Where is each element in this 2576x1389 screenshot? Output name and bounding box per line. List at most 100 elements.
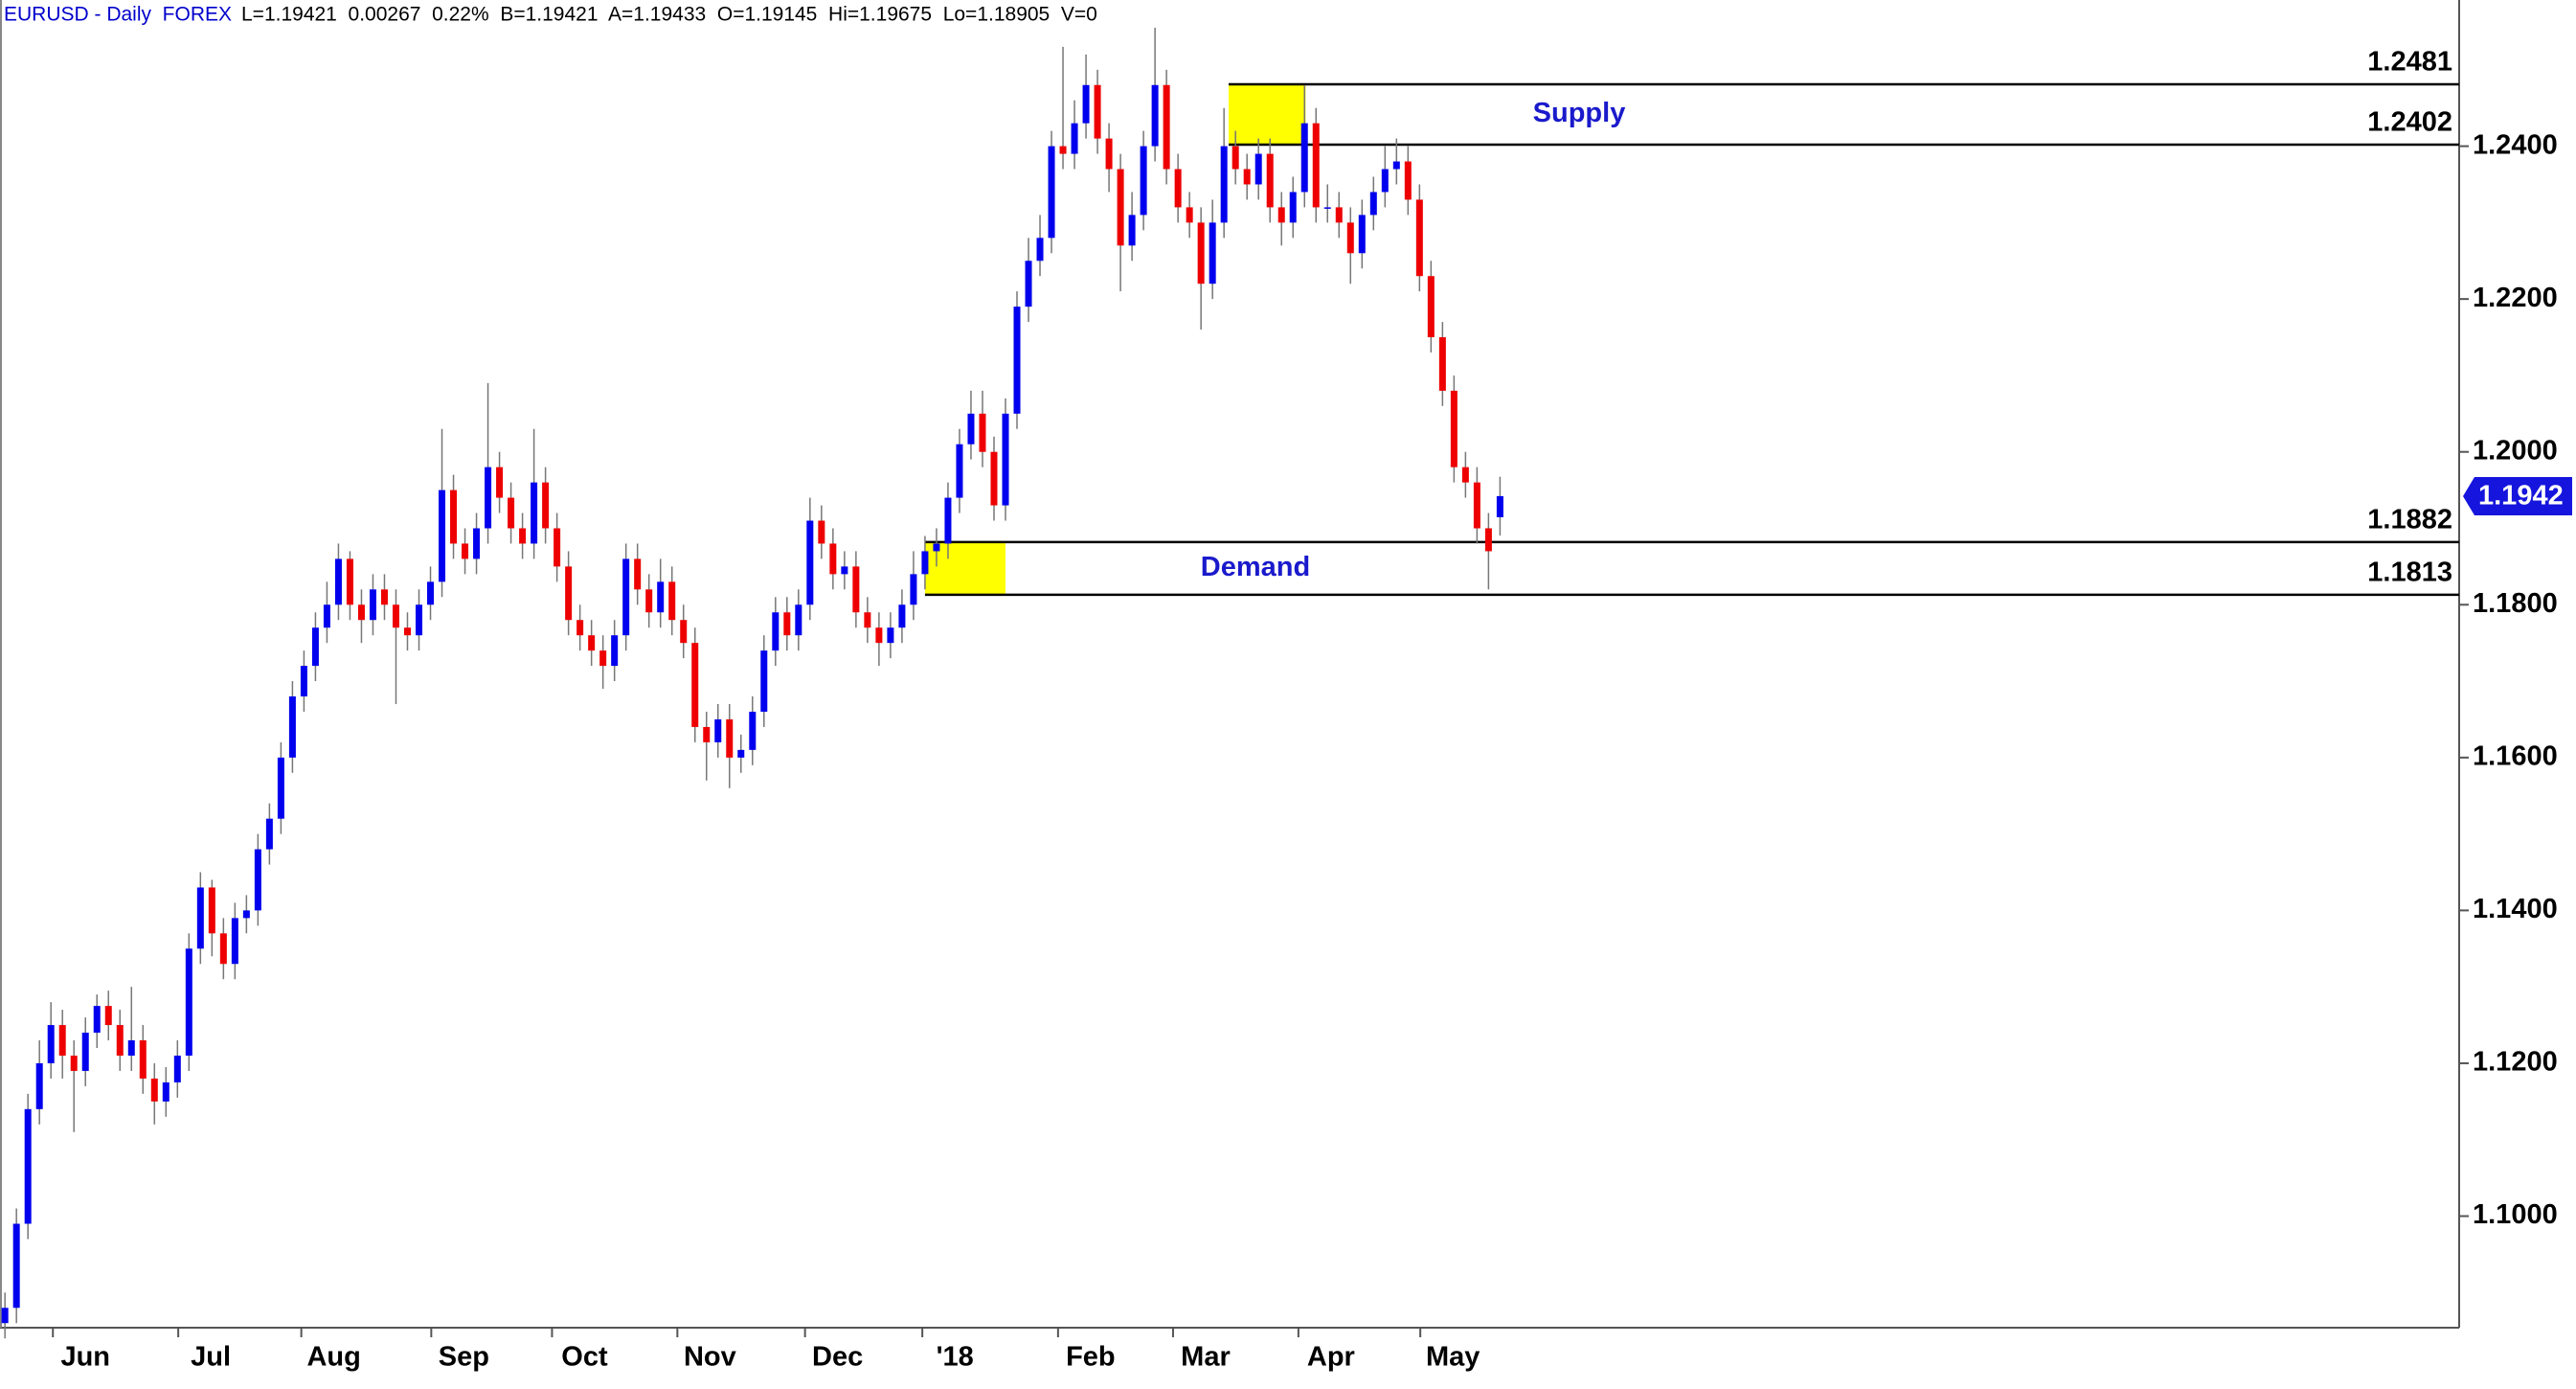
candle-body — [519, 528, 527, 544]
candle-body — [1381, 169, 1389, 193]
candle-body — [1392, 161, 1400, 170]
candle-body — [70, 1055, 78, 1071]
candle-body — [1323, 207, 1331, 209]
candle-body — [81, 1033, 89, 1071]
candle-body — [254, 849, 261, 911]
candle-body — [657, 581, 665, 613]
candle-body — [887, 627, 894, 644]
candle-body — [933, 543, 940, 552]
candle-body — [1438, 337, 1446, 391]
candle-body — [1277, 207, 1285, 223]
chart-title: EURUSD - Daily FOREX — [4, 4, 232, 26]
candle-body — [1266, 153, 1274, 208]
candle-body — [185, 948, 192, 1056]
candle-body — [1128, 215, 1136, 246]
candle-body — [1, 1308, 9, 1324]
candle-body — [1254, 153, 1262, 185]
candle-body — [93, 1006, 101, 1034]
candle-body — [1496, 495, 1503, 517]
candle-body — [277, 757, 284, 819]
candle-body — [588, 635, 596, 651]
candle-body — [369, 589, 376, 621]
candle-body — [668, 581, 676, 621]
x-tick-label: Dec — [812, 1342, 863, 1373]
candle-body — [1427, 276, 1435, 338]
x-tick-label: Mar — [1181, 1342, 1231, 1373]
candle-body — [680, 620, 688, 644]
candle-body — [783, 612, 791, 636]
candle-body — [1036, 238, 1044, 262]
candle-body — [1404, 161, 1412, 200]
candle-body — [403, 627, 411, 636]
y-tick-label: 1.2200 — [2473, 283, 2558, 313]
candle-body — [127, 1040, 135, 1056]
candle-body — [1013, 307, 1021, 414]
candle-body — [380, 589, 388, 605]
candle-body — [726, 718, 734, 758]
candle-body — [265, 818, 273, 850]
candle-body — [12, 1223, 20, 1309]
candle-body — [1048, 146, 1055, 239]
candle-body — [703, 726, 711, 742]
candle-body — [1461, 467, 1469, 483]
x-tick-label: Oct — [561, 1342, 608, 1373]
candle-body — [1369, 192, 1377, 216]
candle-body — [323, 604, 330, 628]
candle-body — [944, 497, 952, 544]
candle-body — [104, 1006, 112, 1026]
candle-body — [439, 490, 446, 582]
zone-bottom-label: 1.1813 — [2367, 558, 2452, 588]
candle-body — [1025, 261, 1032, 307]
candle-body — [1094, 84, 1101, 139]
candle-body — [956, 444, 963, 498]
candle-body — [219, 933, 227, 965]
candle-body — [208, 887, 215, 934]
candle-body — [1289, 192, 1297, 223]
candle-body — [1484, 528, 1492, 552]
candle-body — [599, 650, 607, 667]
candle-body — [576, 620, 584, 636]
x-tick-label: Apr — [1307, 1342, 1355, 1373]
x-tick-label: May — [1426, 1342, 1480, 1373]
candle-body — [242, 910, 250, 919]
candle-body — [979, 413, 986, 452]
candle-body — [852, 566, 860, 613]
candle-body — [554, 528, 561, 567]
candle-body — [818, 520, 825, 544]
candle-body — [1174, 169, 1182, 208]
candle-body — [760, 650, 768, 712]
candle-body — [990, 451, 998, 506]
y-tick-label: 1.1800 — [2473, 588, 2558, 619]
x-tick-label: Feb — [1066, 1342, 1116, 1373]
candle-body — [542, 482, 550, 529]
candle-body — [1450, 390, 1457, 467]
candle-body — [300, 666, 307, 697]
candle-body — [1117, 169, 1124, 246]
candle-body — [508, 497, 515, 529]
y-tick-label: 1.1400 — [2473, 894, 2558, 924]
candle-body — [1151, 84, 1159, 147]
x-tick-label: Jun — [60, 1342, 110, 1373]
candle-body — [1243, 169, 1251, 185]
candle-body — [116, 1025, 124, 1056]
candle-body — [875, 627, 883, 644]
candle-body — [622, 558, 630, 636]
candle-body — [910, 574, 917, 605]
candle-body — [47, 1025, 55, 1063]
candle-body — [35, 1062, 43, 1109]
candle-body — [1232, 146, 1239, 170]
candle-body — [462, 543, 469, 559]
x-tick-label: Aug — [306, 1342, 360, 1373]
candle-body — [392, 604, 399, 628]
candle-body — [173, 1055, 181, 1082]
candle-body — [1140, 146, 1147, 216]
y-tick-label: 1.1000 — [2473, 1199, 2558, 1230]
candle-body — [334, 558, 342, 605]
candle-body — [196, 887, 204, 949]
candle-body — [1473, 482, 1480, 529]
candle-body — [139, 1040, 147, 1079]
x-tick-label: '18 — [937, 1342, 974, 1373]
candle-body — [898, 604, 906, 628]
candle-body — [496, 467, 504, 498]
